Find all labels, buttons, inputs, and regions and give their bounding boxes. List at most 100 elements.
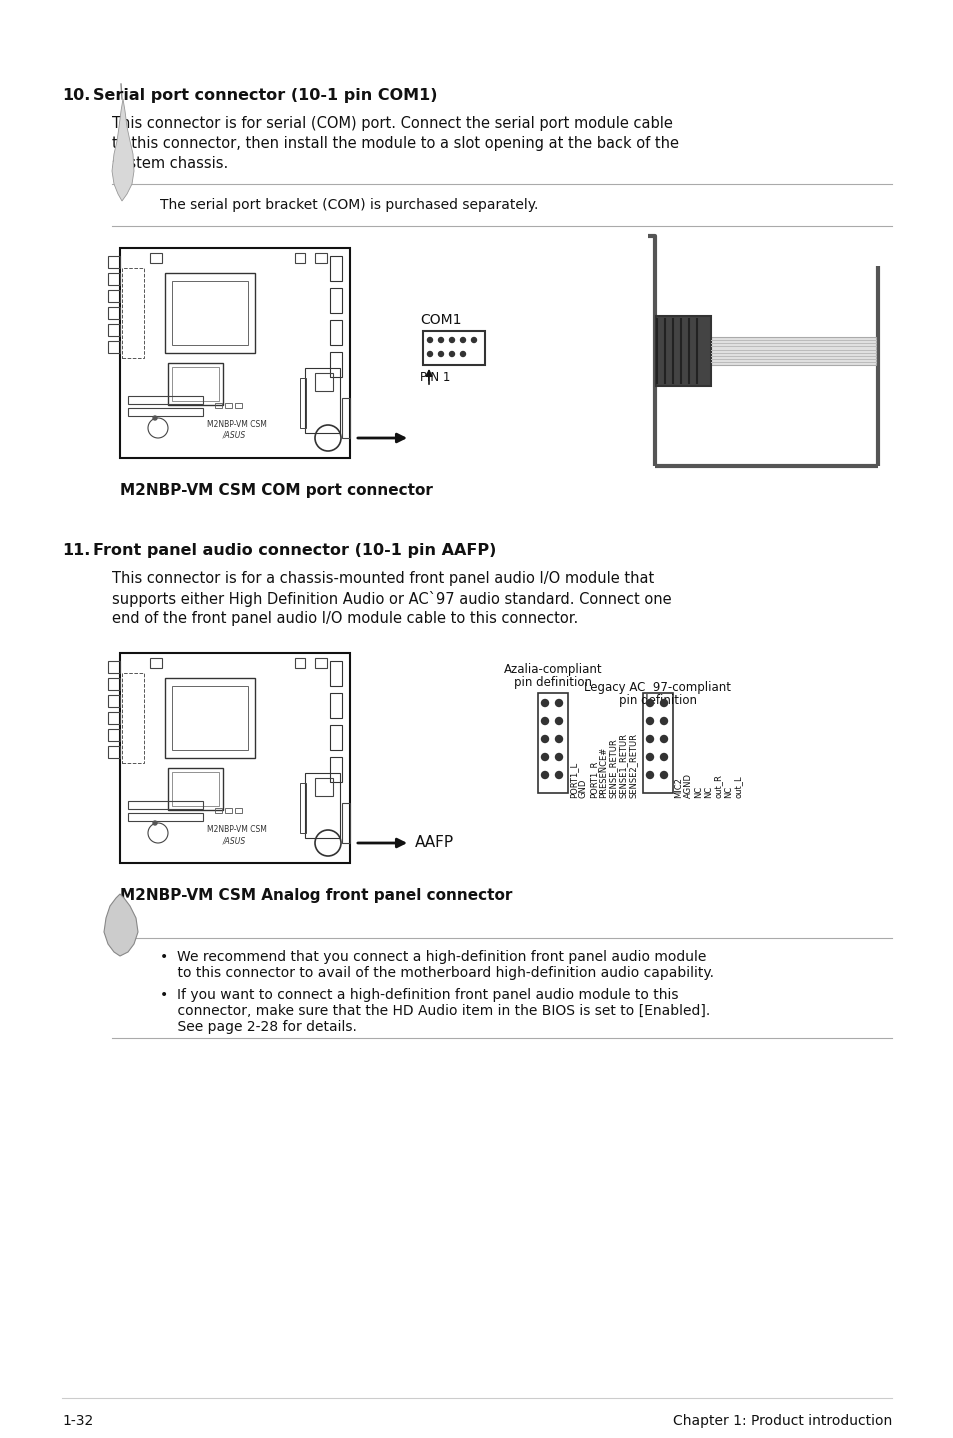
- Bar: [305, 368, 339, 433]
- Text: •  We recommend that you connect a high-definition front panel audio module: • We recommend that you connect a high-d…: [160, 951, 705, 963]
- Bar: [314, 659, 327, 669]
- Circle shape: [427, 351, 432, 357]
- Bar: [234, 808, 242, 812]
- Polygon shape: [112, 99, 133, 201]
- Text: to this connector, then install the module to a slot opening at the back of the: to this connector, then install the modu…: [112, 137, 679, 151]
- Circle shape: [460, 338, 465, 342]
- Bar: [330, 725, 341, 751]
- Bar: [314, 253, 327, 263]
- Circle shape: [438, 338, 443, 342]
- Bar: [214, 808, 222, 812]
- Bar: [341, 398, 350, 439]
- Text: SENSE2_RETUR: SENSE2_RETUR: [628, 733, 638, 798]
- Text: •  If you want to connect a high-definition front panel audio module to this: • If you want to connect a high-definiti…: [160, 988, 678, 1002]
- Text: This connector is for a chassis-mounted front panel audio I/O module that: This connector is for a chassis-mounted …: [112, 571, 654, 587]
- Circle shape: [646, 718, 653, 725]
- Text: NC: NC: [723, 785, 732, 798]
- Bar: [330, 693, 341, 718]
- Bar: [330, 756, 341, 782]
- Text: GND: GND: [578, 778, 587, 798]
- Bar: [422, 331, 484, 365]
- Circle shape: [152, 416, 157, 420]
- Bar: [128, 801, 203, 810]
- Bar: [128, 812, 203, 821]
- Circle shape: [427, 338, 432, 342]
- Circle shape: [646, 735, 653, 742]
- Circle shape: [555, 735, 562, 742]
- Text: to this connector to avail of the motherboard high-definition audio capability.: to this connector to avail of the mother…: [160, 966, 713, 981]
- Text: Azalia-compliant: Azalia-compliant: [503, 663, 601, 676]
- Circle shape: [541, 718, 548, 725]
- Text: See page 2-28 for details.: See page 2-28 for details.: [160, 1020, 356, 1034]
- Circle shape: [646, 772, 653, 778]
- Circle shape: [449, 338, 454, 342]
- Bar: [128, 395, 203, 404]
- Bar: [234, 403, 242, 408]
- Text: supports either High Definition Audio or AC`97 audio standard. Connect one: supports either High Definition Audio or…: [112, 591, 671, 607]
- Text: PORT1_L: PORT1_L: [568, 762, 578, 798]
- Text: end of the front panel audio I/O module cable to this connector.: end of the front panel audio I/O module …: [112, 611, 578, 626]
- Text: NC: NC: [703, 785, 712, 798]
- Bar: [294, 253, 305, 263]
- Bar: [108, 695, 120, 707]
- Text: Front panel audio connector (10-1 pin AAFP): Front panel audio connector (10-1 pin AA…: [92, 544, 496, 558]
- Bar: [330, 256, 341, 280]
- Circle shape: [541, 772, 548, 778]
- Bar: [122, 673, 144, 764]
- Circle shape: [659, 735, 667, 742]
- Circle shape: [541, 754, 548, 761]
- Bar: [165, 677, 254, 758]
- Bar: [172, 772, 219, 807]
- Text: 10.: 10.: [62, 88, 91, 104]
- Bar: [120, 653, 350, 863]
- Bar: [128, 408, 203, 416]
- Circle shape: [471, 338, 476, 342]
- Bar: [150, 659, 162, 669]
- Circle shape: [555, 772, 562, 778]
- Text: /ASUS: /ASUS: [223, 431, 246, 440]
- Text: AAFP: AAFP: [415, 835, 454, 850]
- Bar: [225, 403, 232, 408]
- Circle shape: [541, 735, 548, 742]
- Bar: [108, 306, 120, 319]
- Bar: [172, 686, 248, 751]
- Circle shape: [659, 699, 667, 706]
- Bar: [537, 693, 567, 792]
- Circle shape: [659, 718, 667, 725]
- Circle shape: [659, 772, 667, 778]
- Text: M2NBP-VM CSM: M2NBP-VM CSM: [207, 420, 267, 429]
- Bar: [341, 802, 350, 843]
- Bar: [225, 808, 232, 812]
- Text: SENSE_RETUR: SENSE_RETUR: [608, 738, 618, 798]
- Bar: [120, 247, 350, 457]
- Text: out_R: out_R: [713, 774, 722, 798]
- Text: M2NBP-VM CSM: M2NBP-VM CSM: [207, 825, 267, 834]
- Text: 11.: 11.: [62, 544, 91, 558]
- Bar: [108, 273, 120, 285]
- Text: The serial port bracket (COM) is purchased separately.: The serial port bracket (COM) is purchas…: [160, 198, 537, 211]
- Text: COM1: COM1: [419, 313, 461, 326]
- Bar: [108, 324, 120, 336]
- Bar: [330, 352, 341, 377]
- Bar: [172, 280, 248, 345]
- Bar: [165, 273, 254, 352]
- Text: NC: NC: [693, 785, 702, 798]
- Polygon shape: [104, 894, 138, 956]
- Circle shape: [659, 754, 667, 761]
- Circle shape: [152, 821, 157, 825]
- Circle shape: [555, 699, 562, 706]
- Circle shape: [555, 754, 562, 761]
- Text: PRESENCE#: PRESENCE#: [598, 746, 607, 798]
- Circle shape: [541, 699, 548, 706]
- Bar: [108, 746, 120, 758]
- Text: Serial port connector (10-1 pin COM1): Serial port connector (10-1 pin COM1): [92, 88, 437, 104]
- Bar: [108, 712, 120, 723]
- Bar: [656, 316, 710, 385]
- Bar: [330, 661, 341, 686]
- Bar: [108, 729, 120, 741]
- Bar: [642, 693, 672, 792]
- Bar: [330, 288, 341, 313]
- Circle shape: [438, 351, 443, 357]
- Circle shape: [646, 754, 653, 761]
- Text: /ASUS: /ASUS: [223, 835, 246, 846]
